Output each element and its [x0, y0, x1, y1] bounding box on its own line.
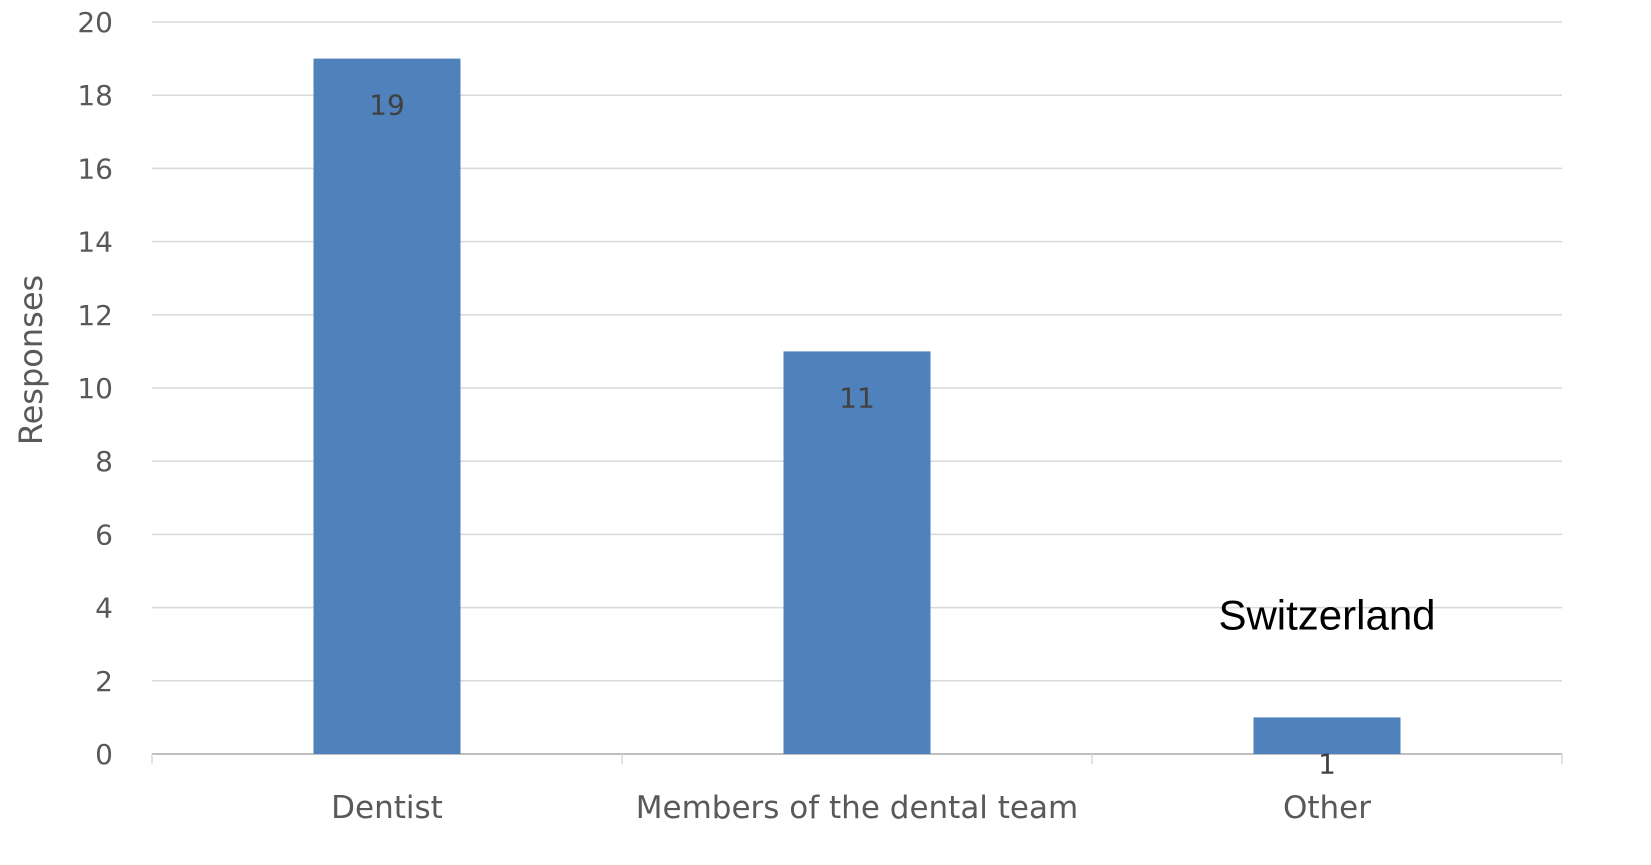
y-tick-label: 4: [95, 592, 113, 625]
x-axis-categories: Dentist Members of the dental team Other: [331, 790, 1371, 826]
x-category-label: Dentist: [331, 790, 443, 826]
bar: [1253, 717, 1401, 754]
y-tick-label: 20: [77, 6, 113, 39]
y-tick-label: 10: [77, 372, 113, 405]
bar: [313, 58, 461, 755]
bar: [783, 351, 931, 754]
bar-data-label: 19: [369, 89, 405, 122]
x-category-label: Members of the dental team: [636, 790, 1078, 826]
bar-data-label: 11: [839, 381, 875, 414]
y-tick-label: 6: [95, 518, 113, 551]
y-tick-label: 16: [77, 152, 113, 185]
y-axis-ticks: 0 2 4 6 8 10 12 14 16 18 20: [77, 6, 113, 771]
annotation-label: Switzerland: [1218, 592, 1435, 639]
y-tick-label: 2: [95, 665, 113, 698]
y-tick-label: 18: [77, 79, 113, 112]
y-axis-label: Responses: [12, 275, 50, 445]
y-tick-label: 0: [95, 738, 113, 771]
bar-data-label: 1: [1318, 747, 1336, 780]
x-category-label: Other: [1283, 790, 1371, 826]
y-tick-label: 8: [95, 445, 113, 478]
annotations: Switzerland: [1218, 592, 1435, 639]
y-tick-label: 12: [77, 299, 113, 332]
bars: [313, 58, 1401, 755]
y-tick-label: 14: [77, 226, 113, 259]
